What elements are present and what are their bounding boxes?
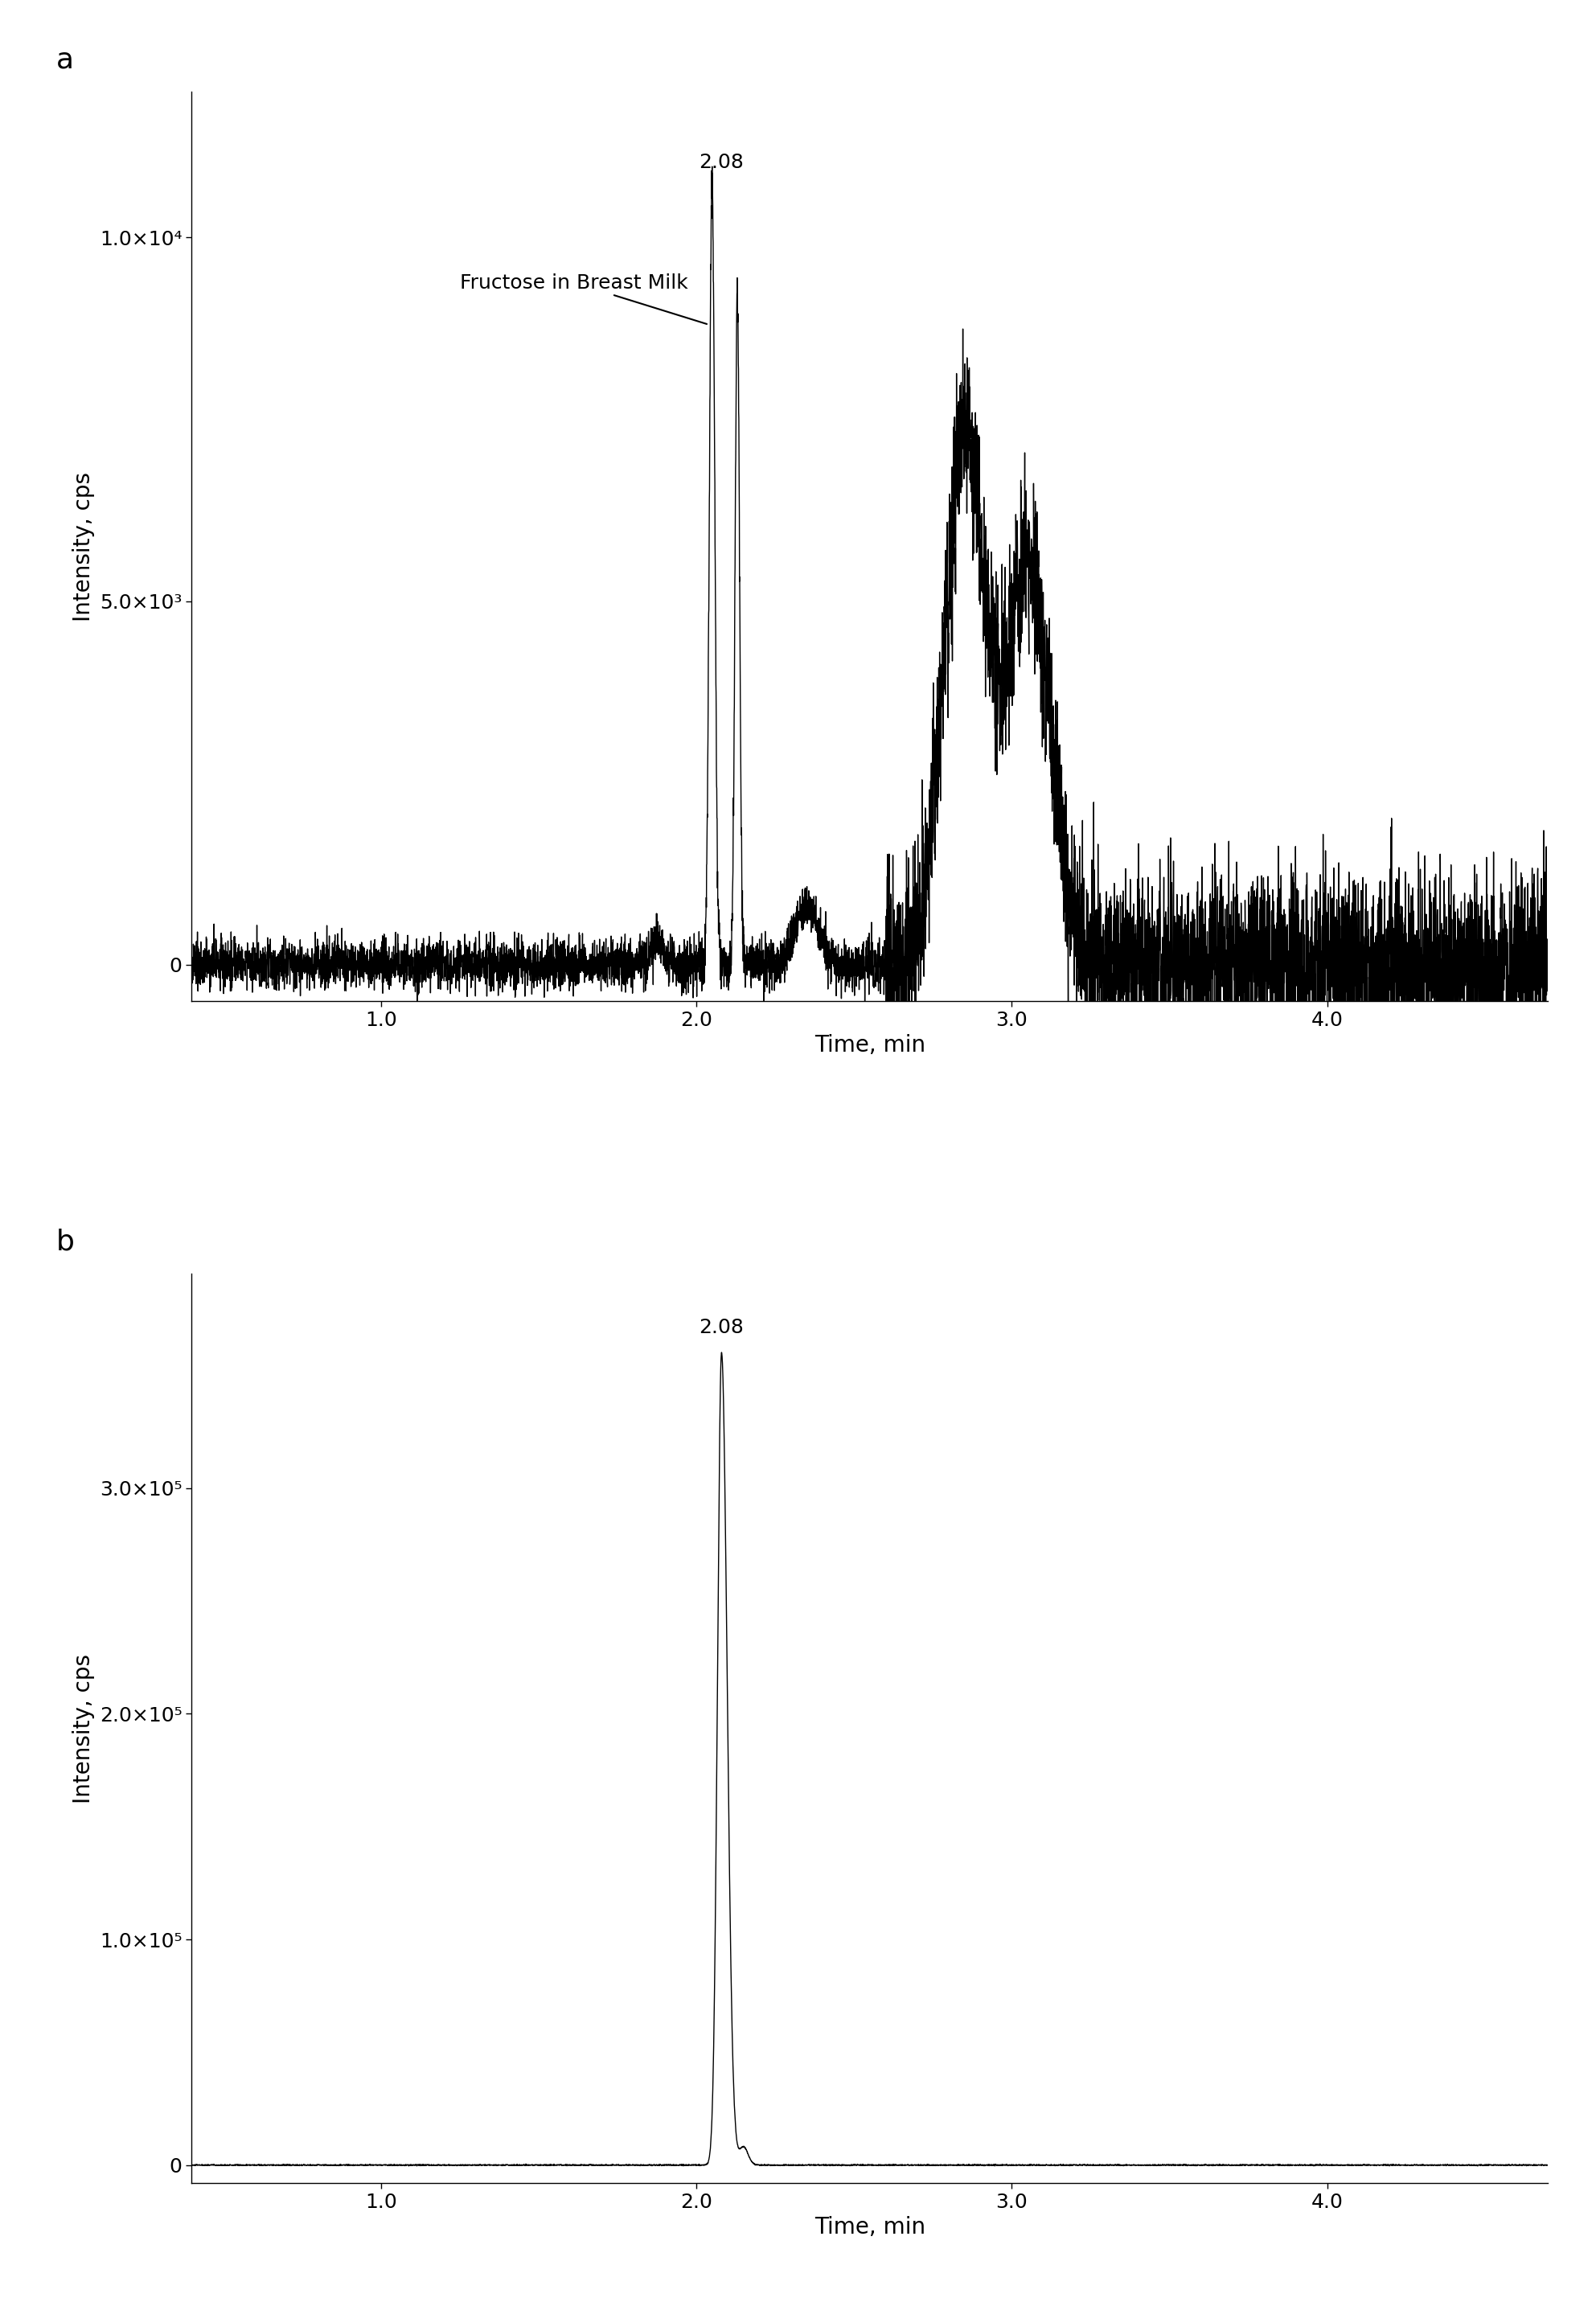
Y-axis label: Intensity, cps: Intensity, cps <box>72 471 96 620</box>
X-axis label: Time, min: Time, min <box>814 1034 926 1057</box>
X-axis label: Time, min: Time, min <box>814 2215 926 2238</box>
Text: 2.08: 2.08 <box>699 1317 744 1337</box>
Text: 2.08: 2.08 <box>699 152 744 172</box>
Text: b: b <box>56 1229 75 1255</box>
Text: Fructose in Breast Milk: Fructose in Breast Milk <box>460 273 707 324</box>
Text: a: a <box>56 46 73 74</box>
Y-axis label: Intensity, cps: Intensity, cps <box>72 1655 94 1804</box>
